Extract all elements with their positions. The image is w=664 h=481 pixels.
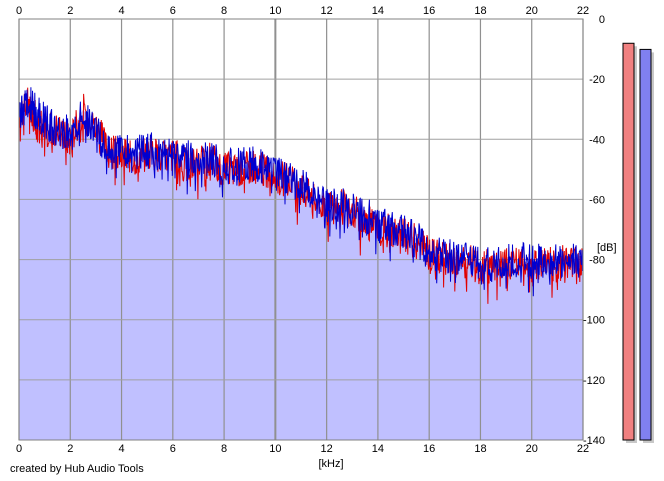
y-axis-label: [dB] xyxy=(597,242,617,254)
spectrum-fill-area xyxy=(19,100,583,440)
x-tick-label-top: 18 xyxy=(474,5,486,17)
x-tick-label-top: 0 xyxy=(16,5,22,17)
x-tick-label-top: 4 xyxy=(118,5,124,17)
x-tick-label-top: 2 xyxy=(67,5,73,17)
series-layer xyxy=(18,87,584,304)
x-tick-label-bottom: 18 xyxy=(474,443,486,455)
x-tick-label-bottom: 6 xyxy=(170,443,176,455)
x-tick-label-top: 20 xyxy=(526,5,538,17)
x-tick-labels-bottom: 0 2 4 6 8 10 12 14 16 18 20 22 xyxy=(16,443,589,455)
x-tick-label-bottom: 20 xyxy=(526,443,538,455)
spectrum-fill-layer xyxy=(19,100,583,440)
y-tick-label: -40 xyxy=(589,134,605,146)
x-tick-labels-top: 0 2 4 6 8 10 12 14 16 18 20 22 xyxy=(16,5,589,17)
level-meter-bar xyxy=(622,42,635,441)
series-line-1 xyxy=(18,87,584,297)
x-tick-label-bottom: 12 xyxy=(321,443,333,455)
y-tick-labels: 0 -20 -40 -60 -80 -100 -120 -140 xyxy=(583,14,605,447)
x-tick-label-top: 14 xyxy=(372,5,384,17)
x-tick-label-bottom: 10 xyxy=(269,443,281,455)
y-tick-label: -140 xyxy=(583,435,605,447)
x-tick-label-top: 22 xyxy=(577,5,589,17)
x-tick-label-bottom: 22 xyxy=(577,443,589,455)
x-tick-label-bottom: 0 xyxy=(16,443,22,455)
x-tick-label-bottom: 4 xyxy=(118,443,124,455)
level-meter-bar xyxy=(639,48,652,441)
x-tick-label-bottom: 14 xyxy=(372,443,384,455)
y-tick-label: -120 xyxy=(583,375,605,387)
plot-frame xyxy=(18,18,584,441)
y-tick-label: 0 xyxy=(599,14,605,26)
credit-text: created by Hub Audio Tools xyxy=(10,463,144,475)
x-tick-label-top: 10 xyxy=(269,5,281,17)
x-tick-label-top: 12 xyxy=(321,5,333,17)
x-tick-label-bottom: 2 xyxy=(67,443,73,455)
x-tick-label-bottom: 16 xyxy=(423,443,435,455)
x-tick-label-top: 6 xyxy=(170,5,176,17)
y-tick-label: -80 xyxy=(589,255,605,267)
y-tick-label: -60 xyxy=(589,194,605,206)
x-axis-label: [kHz] xyxy=(318,458,343,470)
x-tick-label-bottom: 8 xyxy=(221,443,227,455)
x-tick-label-top: 8 xyxy=(221,5,227,17)
x-tick-label-top: 16 xyxy=(423,5,435,17)
y-tick-label: -100 xyxy=(583,315,605,327)
level-meters xyxy=(622,42,654,444)
y-tick-label: -20 xyxy=(589,74,605,86)
